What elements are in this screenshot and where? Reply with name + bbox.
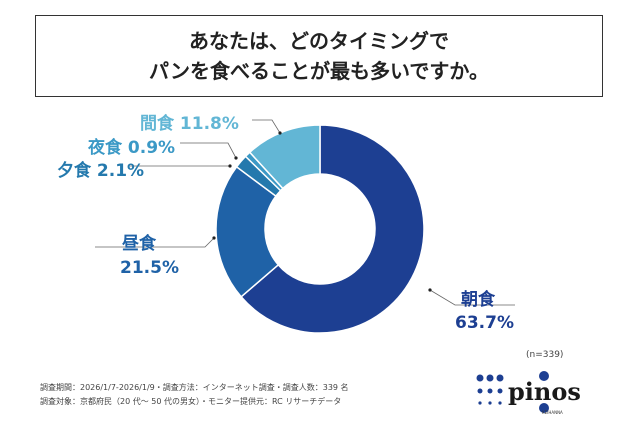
leader-line-breakfast: [429, 289, 515, 306]
leader-line-lunch: [95, 237, 215, 248]
leader-dot: [428, 288, 432, 292]
label-lunch-name: 昼食: [122, 234, 156, 254]
footer-line-1: 調査期間：2026/1/7-2026/1/9・調査方法：インターネット調査・調査…: [40, 383, 349, 392]
survey-footer: 調査期間：2026/1/7-2026/1/9・調査方法：インターネット調査・調査…: [40, 381, 349, 409]
leader-line-snack: [252, 119, 281, 134]
leader-dot: [228, 164, 232, 168]
svg-text:KEIHANNA: KEIHANNA: [542, 410, 563, 415]
leader-line-late-night: [180, 142, 237, 159]
title-line-2: パンを食べることが最も多いですか。: [149, 59, 489, 83]
pinos-logo: pinos KEIHANNA: [474, 370, 614, 420]
leader-dot: [212, 236, 216, 240]
label-breakfast-value: 63.7%: [455, 313, 514, 333]
leader-dot: [234, 156, 238, 160]
label-late-night: 夜食 0.9%: [88, 138, 176, 158]
chart-title: あなたは、どのタイミングで パンを食べることが最も多いですか。: [35, 15, 603, 97]
title-line-1: あなたは、どのタイミングで: [189, 29, 449, 53]
slice-breakfast: [240, 124, 425, 334]
footer-line-2: 調査対象：京都府民（20 代～ 50 代の男女）・モニター提供元：RC リサーチ…: [40, 397, 342, 406]
sample-size: (n=339): [526, 350, 564, 360]
label-lunch-value: 21.5%: [120, 258, 179, 278]
label-snack: 間食 11.8%: [140, 114, 239, 134]
label-breakfast-name: 朝食: [461, 290, 495, 310]
svg-text:pinos: pinos: [508, 377, 581, 406]
leader-dot: [278, 131, 282, 135]
label-dinner: 夕食 2.1%: [57, 161, 145, 181]
slice-snack: [248, 124, 321, 190]
